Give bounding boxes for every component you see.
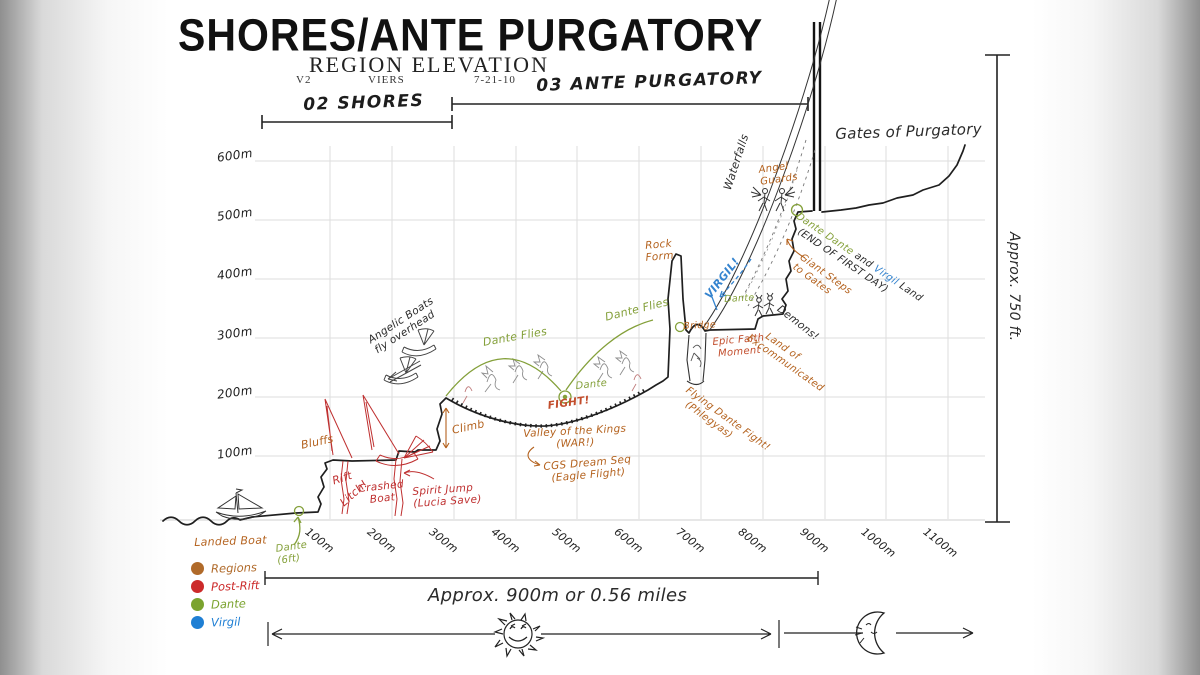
landed-boat-sketch	[215, 488, 267, 520]
terrain-profile	[162, 144, 966, 526]
grid-lines	[160, 146, 985, 521]
rock-form-label: Rock Form	[644, 237, 675, 265]
bridge-chasm	[686, 332, 707, 386]
spirit-jump-label: Spirit Jump (Lucia Save)	[412, 481, 483, 511]
landed-boat-label: Landed Boat	[193, 533, 268, 549]
demons-figures	[752, 292, 775, 317]
page-subtitle: REGION ELEVATION	[309, 52, 549, 77]
bridge-label: Bridge	[683, 319, 717, 332]
legend-label-virgil: Virgil	[210, 614, 241, 630]
legend-label-post-rift: Post-Rift	[210, 578, 260, 594]
width-measure-line	[264, 571, 819, 585]
day-timeline	[267, 620, 974, 648]
sun-icon	[493, 612, 546, 658]
author-label: VIERS	[368, 74, 405, 86]
height-measure-line	[985, 54, 1010, 523]
legend-dot-post-rift	[191, 580, 204, 593]
date-label: 7-21-10	[474, 74, 516, 86]
virgil-path-arrow	[711, 258, 752, 311]
legend-label-regions: Regions	[210, 560, 258, 576]
legend-label-dante: Dante	[210, 596, 247, 612]
bracket-label-shores: 02 SHORES	[303, 90, 425, 115]
post-rift-sketches	[324, 394, 435, 517]
gates-wall	[812, 22, 822, 211]
legend-dot-regions	[191, 562, 204, 575]
page-title: SHORES/ANTE PURGATORY	[178, 10, 764, 61]
dante-bridge-label: Dante	[724, 292, 755, 305]
angelic-boats-sketch	[383, 328, 437, 385]
orange-guide-arrows	[442, 238, 806, 467]
waterfall-lines	[702, 0, 837, 332]
width-measure-label: Approx. 900m or 0.56 miles	[428, 585, 688, 606]
height-measure-label: Approx. 750 ft.	[1006, 232, 1022, 342]
dante-flight-arcs	[293, 203, 804, 546]
legend-dot-dante	[191, 598, 204, 611]
legend-dot-virgil	[191, 616, 204, 629]
angel-guards-figures	[750, 186, 796, 212]
fight-sketch-figures	[462, 349, 642, 404]
version-label: V2	[296, 74, 312, 86]
dante-6ft-label: Dante (6ft)	[275, 539, 308, 567]
moon-icon	[854, 611, 886, 655]
valley-camp-marks	[451, 388, 646, 428]
